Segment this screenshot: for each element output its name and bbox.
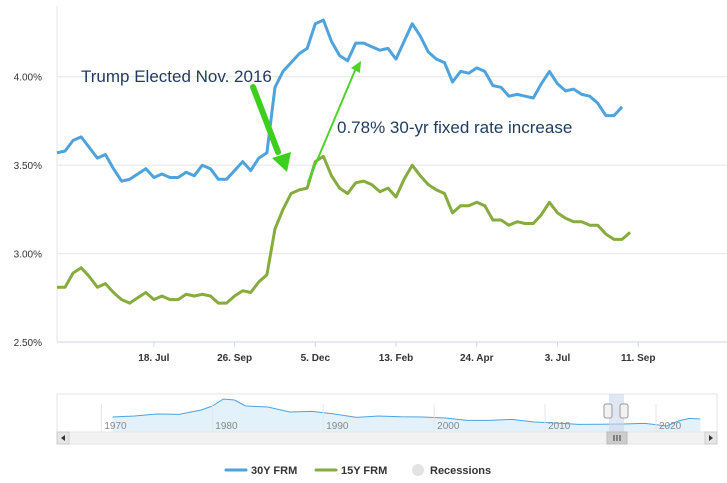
legend: 30Y FRM 15Y FRM Recessions xyxy=(224,464,491,477)
x-tick-label: 11. Sep xyxy=(621,353,655,364)
series-lines xyxy=(56,18,632,305)
legend-item-30y[interactable]: 30Y FRM xyxy=(224,465,297,477)
legend-item-recessions[interactable]: Recessions xyxy=(412,464,491,477)
election-arrow xyxy=(250,84,291,172)
scrollbar-grip-icon xyxy=(613,435,621,441)
navigator[interactable]: 1970 1980 1990 2000 2010 2020 xyxy=(56,393,718,445)
navigator-labels: 1970 1980 1990 2000 2010 2020 xyxy=(100,404,682,432)
x-tick-label: 26. Sep xyxy=(217,353,252,364)
series-line-30y[interactable] xyxy=(56,18,624,183)
gridlines xyxy=(57,76,727,343)
y-tick-label: 2.50% xyxy=(14,338,42,349)
legend-label-30y: 30Y FRM xyxy=(251,465,297,477)
navigator-year-label: 1980 xyxy=(215,421,238,432)
navigator-year-label: 2000 xyxy=(437,421,460,432)
x-tick-label: 18. Jul xyxy=(138,353,169,364)
x-tick-label: 13. Feb xyxy=(379,353,413,364)
navigator-year-label: 2020 xyxy=(659,421,682,432)
rate-increase-arrow xyxy=(307,61,361,183)
navigator-selected-range[interactable] xyxy=(609,394,624,432)
legend-item-15y[interactable]: 15Y FRM xyxy=(314,465,387,477)
legend-symbol-recessions xyxy=(412,464,424,476)
y-tick-label: 3.00% xyxy=(14,250,42,261)
x-tick-label: 24. Apr xyxy=(460,353,494,364)
annotation-rate-increase: 0.78% 30-yr fixed rate increase xyxy=(337,118,572,137)
navigator-area xyxy=(112,399,701,432)
x-tick-label: 5. Dec xyxy=(301,353,331,364)
navigator-year-label: 1990 xyxy=(326,421,349,432)
series-line-15y[interactable] xyxy=(57,154,632,305)
y-tick-label: 4.00% xyxy=(14,73,42,84)
legend-label-recessions: Recessions xyxy=(430,465,491,477)
y-tick-label: 3.50% xyxy=(14,161,42,172)
navigator-handle-right[interactable] xyxy=(619,403,629,419)
navigator-year-label: 2010 xyxy=(548,421,571,432)
navigator-handle-left[interactable] xyxy=(603,403,613,419)
annotation-election: Trump Elected Nov. 2016 xyxy=(81,67,272,86)
scroll-right-arrow-icon xyxy=(709,435,713,441)
y-axis-ticks: 2.50% 3.00% 3.50% 4.00% xyxy=(14,73,42,349)
x-axis-ticks: 18. Jul 26. Sep 5. Dec 13. Feb 24. Apr 3. Jul… xyxy=(138,342,655,364)
legend-label-15y: 15Y FRM xyxy=(341,465,387,477)
x-tick-label: 3. Jul xyxy=(545,353,571,364)
scroll-left-arrow-icon xyxy=(61,435,65,441)
navigator-year-label: 1970 xyxy=(104,421,127,432)
